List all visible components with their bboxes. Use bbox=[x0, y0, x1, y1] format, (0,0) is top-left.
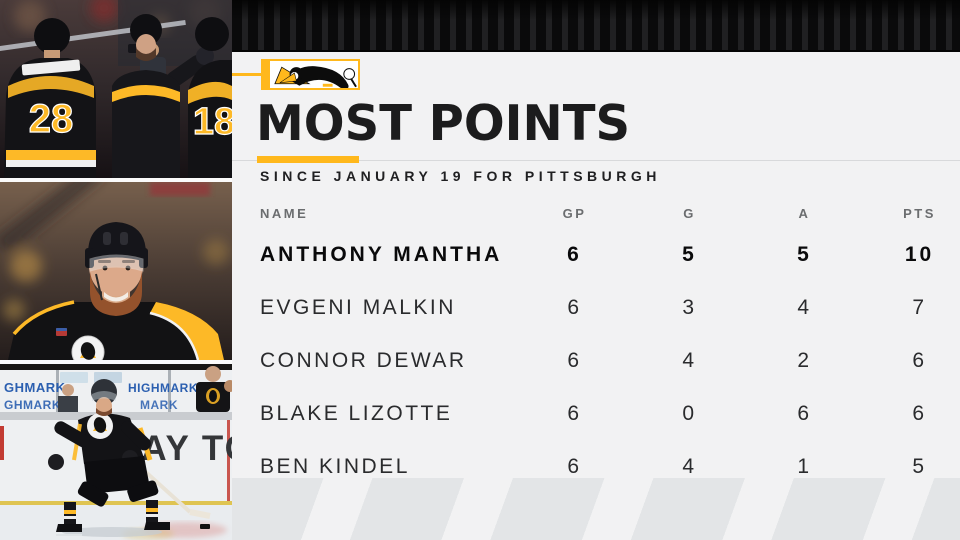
highmark-ad-2: HIGHMARK bbox=[128, 381, 198, 395]
stats-table: NAME GP G A PTS ANTHONY MANTHA 6 5 5 10 … bbox=[260, 198, 960, 493]
player-18: 18 bbox=[188, 17, 232, 178]
stat-gp: 6 bbox=[567, 295, 582, 319]
player-center bbox=[112, 14, 214, 178]
player-name: BLAKE LIZOTTE bbox=[260, 401, 453, 425]
gold-underline bbox=[257, 156, 359, 163]
red-board-stripe-left bbox=[0, 426, 4, 460]
stat-pts: 5 bbox=[912, 454, 927, 478]
player-mantha-portrait bbox=[8, 222, 224, 360]
player-name: BEN KINDEL bbox=[260, 454, 410, 478]
stat-gp: 6 bbox=[567, 401, 582, 425]
photo-celebration: 28 18 bbox=[0, 0, 232, 178]
page-subtitle: SINCE JANUARY 19 FOR PITTSBURGH bbox=[260, 168, 661, 184]
column-header-a: A bbox=[798, 205, 811, 221]
photo-skating: GHMARK HIGHMARK GHMARK MARK LAY TO WI bbox=[0, 364, 232, 540]
player-name: EVGENI MALKIN bbox=[260, 295, 456, 319]
stat-g: 4 bbox=[682, 454, 697, 478]
jersey-number-28: 28 bbox=[29, 97, 74, 141]
stat-g: 5 bbox=[682, 242, 697, 266]
stat-pts: 6 bbox=[912, 401, 927, 425]
highmark-ad-4: MARK bbox=[140, 398, 178, 412]
highmark-ad-1: GHMARK bbox=[4, 380, 66, 395]
helmet-gray bbox=[91, 379, 117, 405]
stat-a: 2 bbox=[797, 348, 812, 372]
stat-a: 1 bbox=[797, 454, 812, 478]
chest-logo-small bbox=[87, 413, 113, 439]
photo-column: 28 18 bbox=[0, 0, 232, 540]
stat-g: 3 bbox=[682, 295, 697, 319]
top-stripe-bar bbox=[232, 0, 960, 52]
chest-logo bbox=[71, 335, 105, 360]
column-header-pts: PTS bbox=[903, 205, 936, 221]
puck bbox=[200, 524, 210, 529]
player-28: 28 bbox=[4, 18, 96, 178]
stat-pts: 10 bbox=[904, 242, 935, 266]
stat-a: 6 bbox=[797, 401, 812, 425]
helmet bbox=[88, 222, 146, 262]
diagonal-stripe-footer bbox=[232, 478, 960, 540]
red-banner bbox=[150, 182, 210, 196]
stat-g: 4 bbox=[682, 348, 697, 372]
highmark-ad-3: GHMARK bbox=[4, 398, 61, 412]
logo-gold-bar bbox=[263, 61, 270, 88]
team-logo-box bbox=[261, 59, 360, 90]
stat-gp: 6 bbox=[567, 348, 582, 372]
red-line-right bbox=[227, 420, 230, 508]
column-header-g: G bbox=[683, 205, 696, 221]
stat-pts: 6 bbox=[912, 348, 927, 372]
divider-line bbox=[232, 160, 960, 161]
stat-a: 5 bbox=[797, 242, 812, 266]
gold-connector-line bbox=[232, 73, 263, 76]
player-name: ANTHONY MANTHA bbox=[260, 242, 503, 266]
bench-people bbox=[58, 366, 232, 412]
bokeh-lights bbox=[0, 182, 229, 321]
page-title: MOST POINTS bbox=[256, 95, 631, 152]
skating-player bbox=[48, 379, 211, 537]
stat-pts: 7 bbox=[912, 295, 927, 319]
stat-gp: 6 bbox=[567, 242, 582, 266]
column-header-name: NAME bbox=[260, 205, 309, 221]
pittsburgh-penguins-logo bbox=[274, 66, 357, 88]
bench-shadow bbox=[0, 364, 232, 370]
stat-a: 4 bbox=[797, 295, 812, 319]
photo-portrait bbox=[0, 182, 232, 360]
stat-gp: 6 bbox=[567, 454, 582, 478]
stat-g: 0 bbox=[682, 401, 697, 425]
jersey-number-18: 18 bbox=[193, 101, 232, 143]
visor bbox=[89, 254, 144, 272]
column-header-gp: GP bbox=[562, 205, 587, 221]
player-name: CONNOR DEWAR bbox=[260, 348, 467, 372]
